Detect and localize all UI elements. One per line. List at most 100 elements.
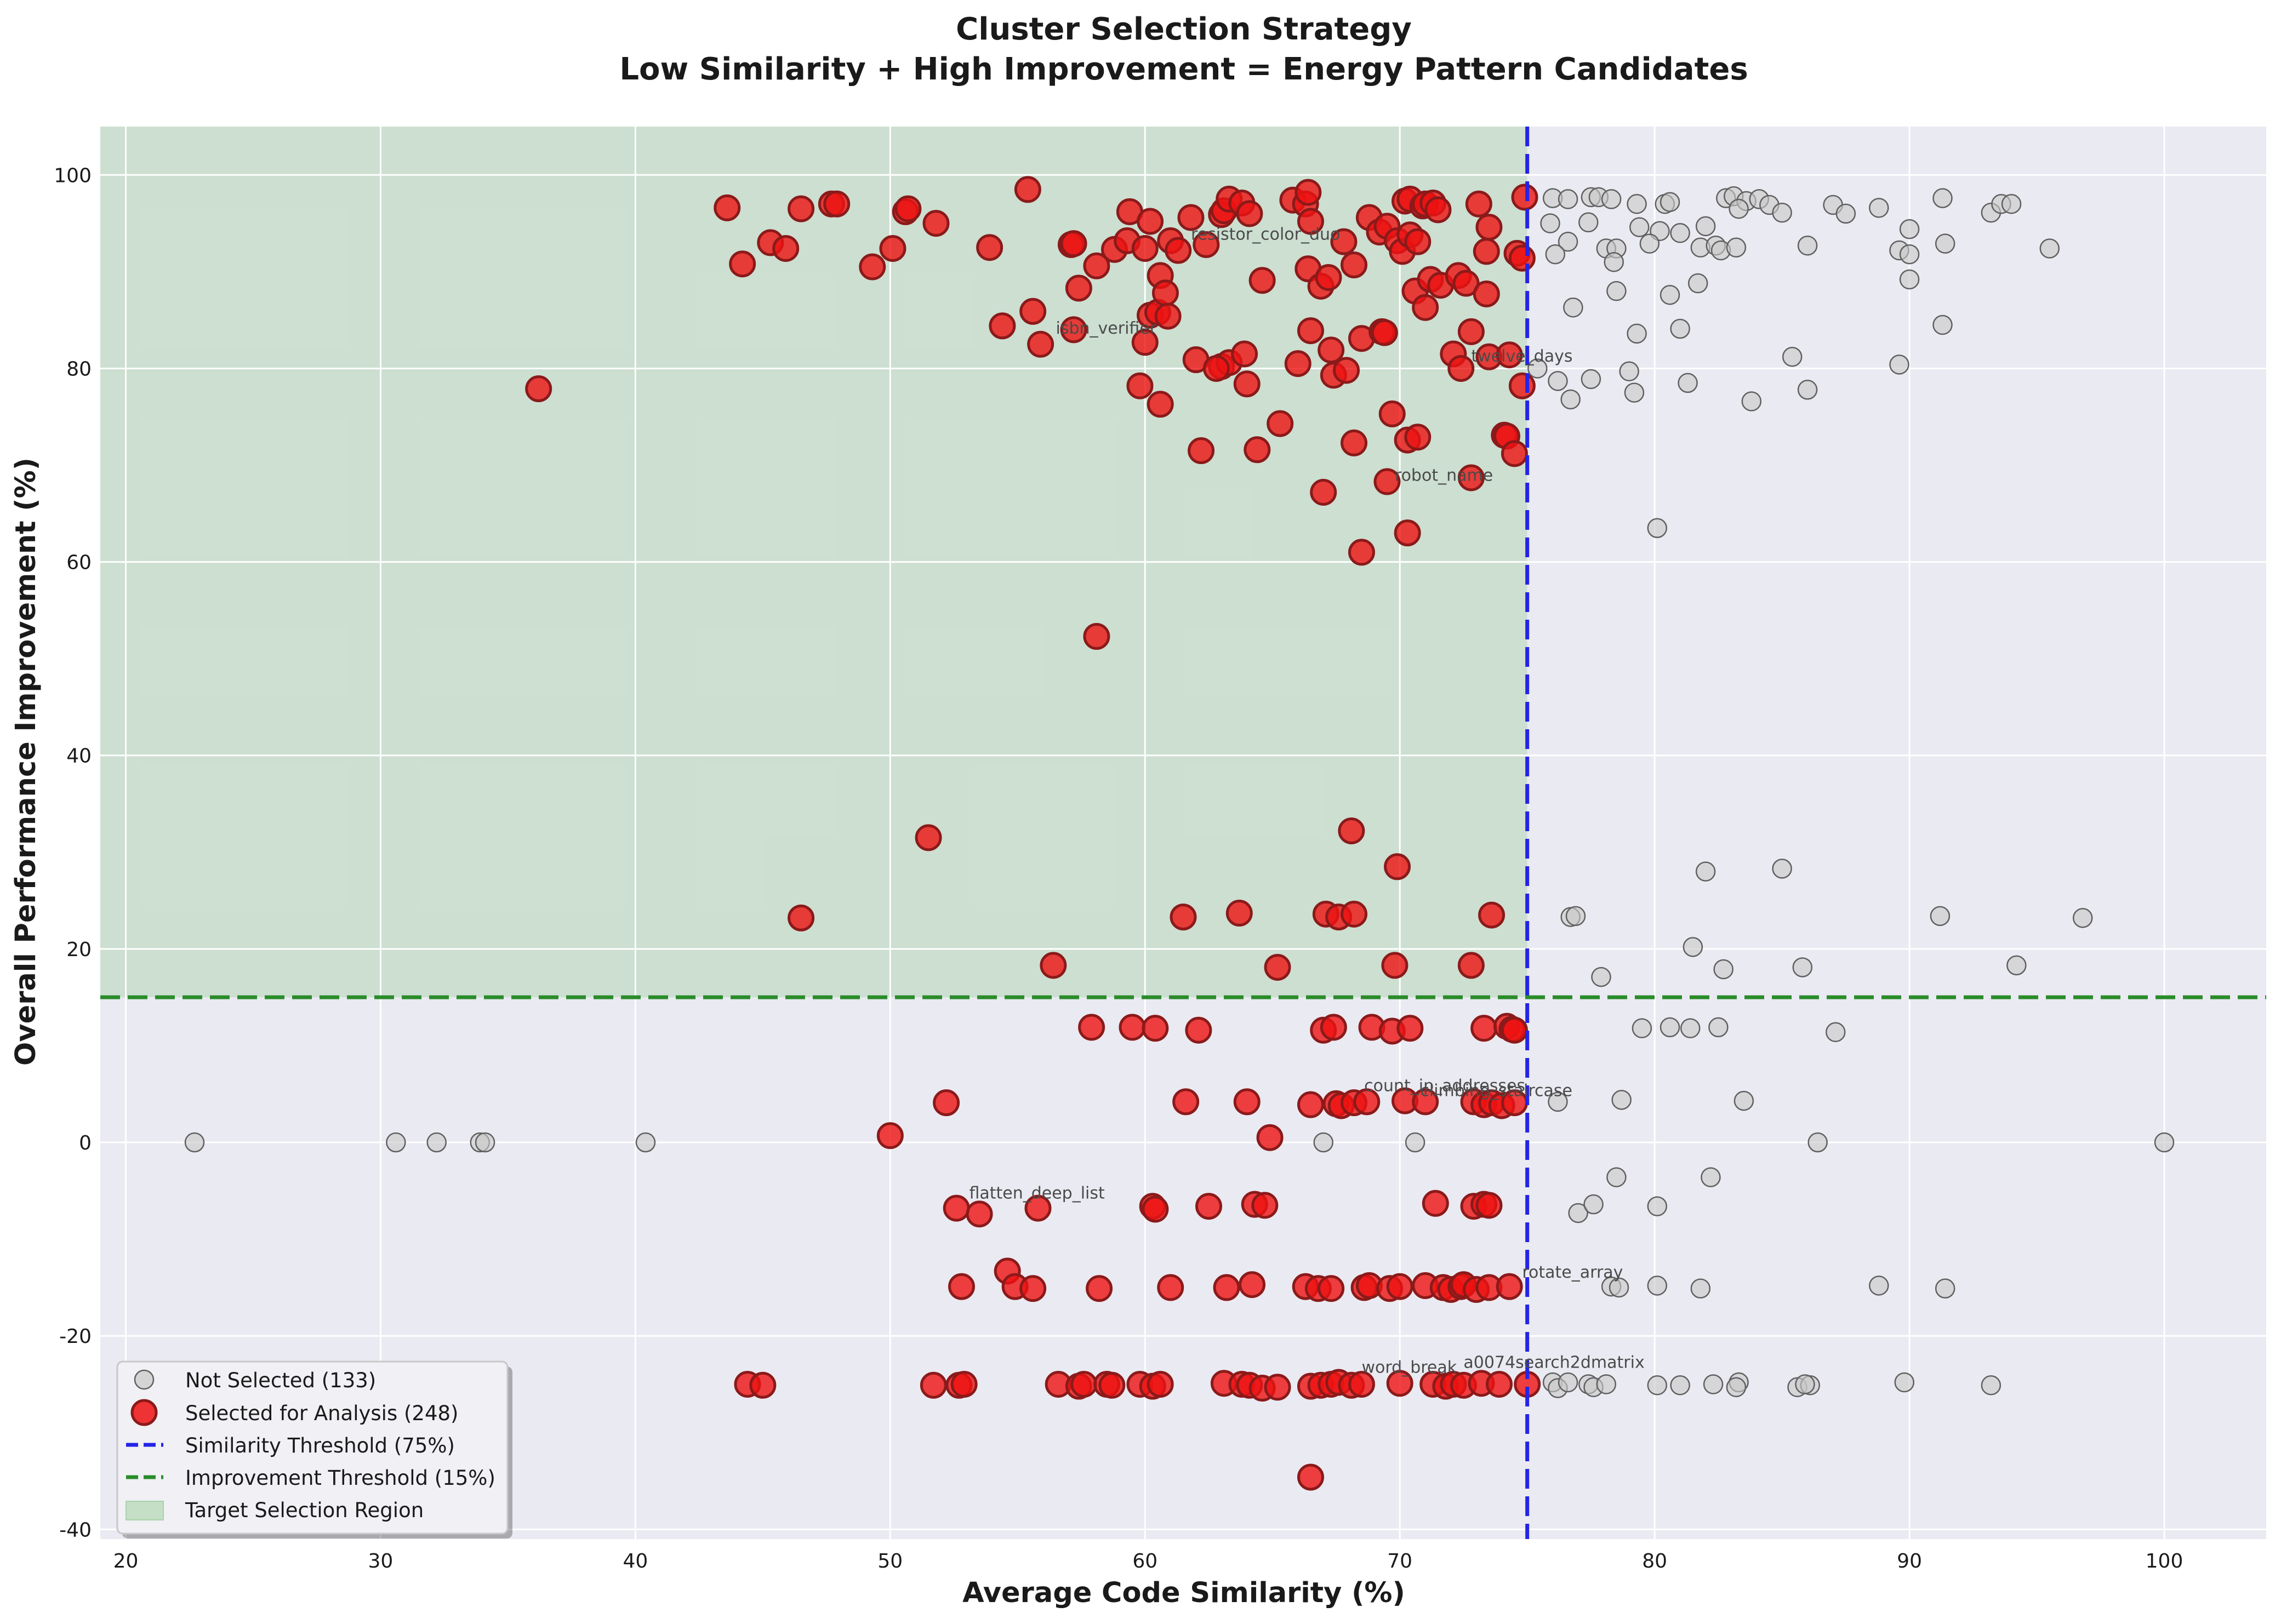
not-selected-point (1932, 188, 1953, 208)
x-tick-label: 100 (2146, 1550, 2183, 1572)
not-selected-point (1606, 1167, 1627, 1187)
selected-point (1496, 1273, 1523, 1300)
selected-point (1452, 270, 1480, 297)
not-selected-point (1583, 1194, 1604, 1215)
not-selected-point (1660, 1017, 1680, 1038)
selected-point (1119, 1014, 1146, 1041)
not-selected-point (1772, 202, 1792, 223)
selected-point (1225, 900, 1253, 927)
y-tick-label: 60 (66, 552, 92, 574)
selected-point (1320, 1014, 1347, 1041)
not-selected-point (1611, 1090, 1632, 1110)
selected-point (1478, 901, 1506, 929)
not-selected-point (1568, 1203, 1588, 1223)
not-selected-point (1741, 391, 1762, 411)
point-annotation: a0074search2dmatrix (1463, 1353, 1644, 1372)
selected-point (1083, 623, 1110, 650)
legend-frame (116, 1360, 509, 1535)
selected-point (1373, 468, 1401, 495)
selected-point (1264, 953, 1291, 981)
selected-point (1341, 251, 1368, 279)
not-selected-point (1578, 212, 1599, 233)
not-selected-point (1690, 1278, 1711, 1299)
x-tick-labels: 20 30 40 50 60 70 80 90 100 (113, 1550, 2183, 1572)
selected-point (1381, 952, 1408, 979)
selected-point (1341, 429, 1368, 456)
selected-point (1098, 1371, 1126, 1399)
selected-point (1256, 1124, 1284, 1151)
not-selected-point (1703, 1374, 1724, 1394)
selected-point (1147, 391, 1174, 418)
x-tick-label: 90 (1897, 1550, 1922, 1572)
selected-points (525, 176, 1541, 1491)
y-tick-label: -40 (59, 1519, 92, 1541)
not-selected-point (1930, 906, 1951, 927)
selected-point (1318, 1275, 1345, 1302)
not-selected-point (1825, 1022, 1846, 1042)
not-selected-point (1632, 1018, 1652, 1038)
selected-point (1501, 1016, 1528, 1044)
y-tick-label: 0 (79, 1132, 92, 1154)
selected-point (1412, 1088, 1439, 1116)
selected-point (1131, 235, 1159, 262)
y-tick-label: 80 (66, 358, 92, 380)
selected-point (1333, 357, 1360, 384)
not-selected-point (1548, 371, 1568, 391)
x-tick-label: 50 (877, 1550, 903, 1572)
selected-point (1330, 228, 1358, 255)
not-selected-point (1647, 1375, 1668, 1396)
not-selected-point (2039, 238, 2060, 259)
selected-point (1157, 1274, 1184, 1301)
x-tick-label: 60 (1132, 1550, 1157, 1572)
selected-point (729, 250, 756, 278)
not-selected-point (1660, 284, 1680, 305)
not-selected-point (1627, 323, 1647, 344)
selected-point (1348, 1370, 1375, 1398)
selected-point (1233, 1088, 1261, 1116)
selected-point (1297, 1091, 1324, 1118)
not-selected-point (1558, 231, 1578, 252)
y-axis-label: Overall Performance Improvement (%) (10, 458, 42, 1066)
selected-point (1473, 238, 1500, 265)
not-selected-point (1932, 314, 1953, 335)
selected-point (1070, 1370, 1098, 1398)
y-tick-label: 40 (66, 745, 92, 768)
selected-point (1078, 1014, 1105, 1041)
selected-point (1083, 252, 1110, 279)
selected-point (948, 1273, 976, 1300)
not-selected-point (1835, 203, 1856, 224)
not-selected-point (184, 1132, 205, 1153)
x-tick-label: 40 (623, 1550, 648, 1572)
not-selected-point (1627, 194, 1647, 214)
point-annotation: isbn_verifier (1056, 319, 1157, 338)
selected-point (1470, 1015, 1498, 1042)
not-selected-point (1792, 957, 1813, 977)
not-selected-point (1894, 1372, 1915, 1393)
not-selected-point (1670, 318, 1690, 339)
not-selected-point (1558, 1372, 1578, 1393)
not-selected-point (1713, 959, 1733, 980)
not-selected-point (1670, 222, 1690, 243)
selected-point (894, 195, 922, 222)
legend-label-similarity-threshold: Similarity Threshold (75%) (185, 1434, 455, 1457)
selected-point (1295, 179, 1322, 206)
not-selected-point (635, 1132, 656, 1153)
legend-label-selected: Selected for Analysis (248) (185, 1402, 459, 1425)
not-selected-point (1726, 1377, 1747, 1398)
selected-point (1264, 1374, 1291, 1401)
not-selected-point (1405, 1132, 1425, 1153)
not-selected-point (1869, 1276, 1889, 1296)
not-selected-point (1560, 389, 1581, 410)
not-selected-point (1313, 1132, 1333, 1153)
not-selected-point (2154, 1132, 2175, 1153)
not-selected-point (1687, 273, 1708, 294)
not-selected-point (1604, 251, 1624, 272)
selected-point (1386, 1273, 1413, 1300)
selected-point (1394, 519, 1421, 547)
point-annotation: climbing_staircase (1420, 1081, 1572, 1100)
not-selected-point (1708, 1017, 1729, 1038)
selected-point (1060, 316, 1087, 344)
selected-point (1465, 190, 1492, 218)
legend-label-improvement-threshold: Improvement Threshold (15%) (185, 1466, 495, 1490)
not-selected-point (1639, 233, 1660, 254)
